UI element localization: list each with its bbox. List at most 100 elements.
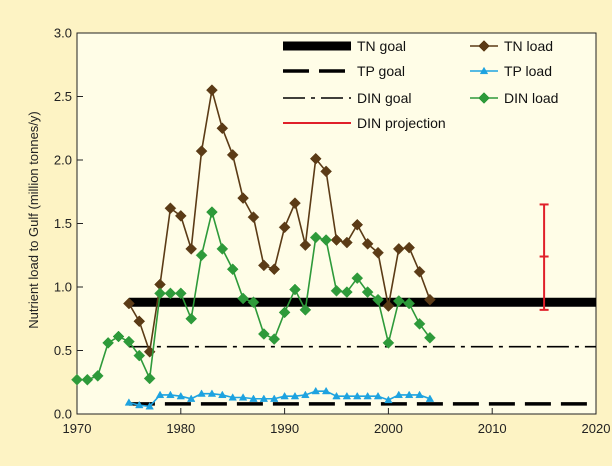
- tn-load-point: [320, 165, 332, 178]
- x-tick-label: 1990: [270, 421, 299, 436]
- tp-load-point: [425, 394, 435, 402]
- tn-load-series: [123, 84, 436, 358]
- tp-load-point: [384, 395, 393, 404]
- din-load-point: [299, 304, 312, 316]
- tn-load-point: [413, 265, 426, 278]
- tn-load-point: [309, 152, 322, 165]
- tp-load-point: [228, 393, 237, 401]
- tp-load-point: [197, 389, 206, 397]
- din-load-point: [195, 249, 208, 262]
- legend: TN goal TN load TP goal TP load DIN goal DIN …: [283, 38, 558, 131]
- axes: 1970 1980 1990 2000 2010 2020 0.0 0.5 1.0 1.5 2.0 2…: [54, 26, 611, 437]
- legend-swatch-marker: [479, 66, 489, 75]
- din-load-point: [257, 328, 270, 340]
- x-tick-label: 2020: [582, 421, 611, 436]
- tp-load-point: [259, 394, 269, 402]
- tn-load-point: [257, 259, 270, 272]
- din-load-point: [164, 287, 177, 300]
- tn-load-point: [268, 263, 281, 276]
- din-load-point: [154, 287, 166, 300]
- din-load-point: [112, 330, 125, 343]
- tp-load-point: [311, 386, 320, 395]
- tp-load-point: [218, 390, 227, 399]
- y-tick-label: 1.5: [54, 216, 72, 231]
- projection-layer: [539, 203, 549, 311]
- plot-area: [76, 32, 597, 415]
- legend-label-tp-goal: TP goal: [357, 63, 405, 79]
- tn-load-point: [226, 149, 239, 161]
- tn-load-point: [206, 84, 218, 97]
- tp-load-point: [394, 390, 403, 399]
- tp-load-point: [238, 393, 248, 401]
- tn-load-point: [382, 300, 395, 312]
- din-load-point: [320, 234, 332, 246]
- tp-load-point: [363, 391, 372, 400]
- tp-load-series: [124, 386, 435, 410]
- legend-label-tp-load: TP load: [504, 63, 552, 79]
- din-load-point: [372, 293, 384, 306]
- tn-load-point: [299, 239, 312, 251]
- din-load-point: [278, 306, 291, 319]
- tn-load-point: [133, 315, 146, 328]
- tp-load-point: [280, 391, 289, 400]
- din-load-point: [341, 286, 353, 298]
- tp-load-point: [353, 391, 362, 400]
- y-tick-label: 0.5: [54, 343, 72, 358]
- din-load-point: [403, 297, 416, 310]
- din-load-point: [81, 373, 94, 386]
- tp-load-point: [404, 390, 414, 399]
- y-tick-label: 3.0: [54, 26, 72, 41]
- din-load-point: [174, 287, 187, 300]
- tn-load-point: [424, 293, 436, 306]
- tp-load-point: [249, 394, 258, 402]
- din-load-point: [247, 296, 260, 309]
- tn-load-point: [278, 221, 291, 234]
- tn-load-point: [341, 236, 353, 249]
- tn-load-point: [361, 237, 374, 250]
- din-load-point: [351, 272, 364, 284]
- tp-load-point: [145, 402, 154, 410]
- din-load-point: [133, 349, 146, 362]
- x-tick-label: 1980: [166, 421, 195, 436]
- tp-load-point: [166, 390, 175, 399]
- x-tick-label: 2010: [478, 421, 507, 436]
- din-load-point: [226, 263, 239, 276]
- tp-load-point: [321, 386, 331, 395]
- legend-swatch-marker: [478, 92, 490, 104]
- legend-label-din-goal: DIN goal: [357, 90, 411, 106]
- din-load-point: [143, 372, 156, 385]
- y-tick-label: 1.0: [54, 280, 72, 295]
- tp-load-point: [373, 391, 383, 400]
- tp-load-point: [332, 391, 341, 400]
- tp-load-point: [342, 391, 352, 400]
- x-tick-label: 1970: [63, 421, 92, 436]
- din-load-point: [424, 331, 436, 344]
- y-tick-label: 2.0: [54, 153, 72, 168]
- tp-load-point: [176, 391, 186, 400]
- tn-load-point: [403, 241, 416, 254]
- din-load-point: [309, 231, 322, 244]
- tn-load-point: [216, 122, 229, 135]
- y-tick-label: 2.5: [54, 89, 72, 104]
- tn-load-point: [247, 211, 260, 224]
- reference-lines: [128, 297, 596, 406]
- tp-load-point: [290, 391, 300, 400]
- tn-load-point: [123, 297, 135, 310]
- din-load-series: [71, 206, 436, 386]
- din-load-point: [289, 283, 301, 296]
- tn-load-point: [174, 210, 187, 222]
- series-layer: [71, 84, 436, 410]
- tn-load-point: [351, 218, 364, 231]
- din-load-point: [330, 284, 343, 297]
- tn-load-point: [372, 246, 384, 259]
- legend-label-din-load: DIN load: [504, 90, 558, 106]
- y-tick-label: 0.0: [54, 407, 72, 422]
- din-load-point: [413, 317, 426, 330]
- tn-load-point: [195, 145, 208, 157]
- tp-load-point: [155, 390, 165, 399]
- legend-swatch-marker: [478, 40, 490, 52]
- tp-load-point: [186, 394, 196, 402]
- tn-load-point: [237, 192, 249, 204]
- tn-load-point: [392, 243, 405, 255]
